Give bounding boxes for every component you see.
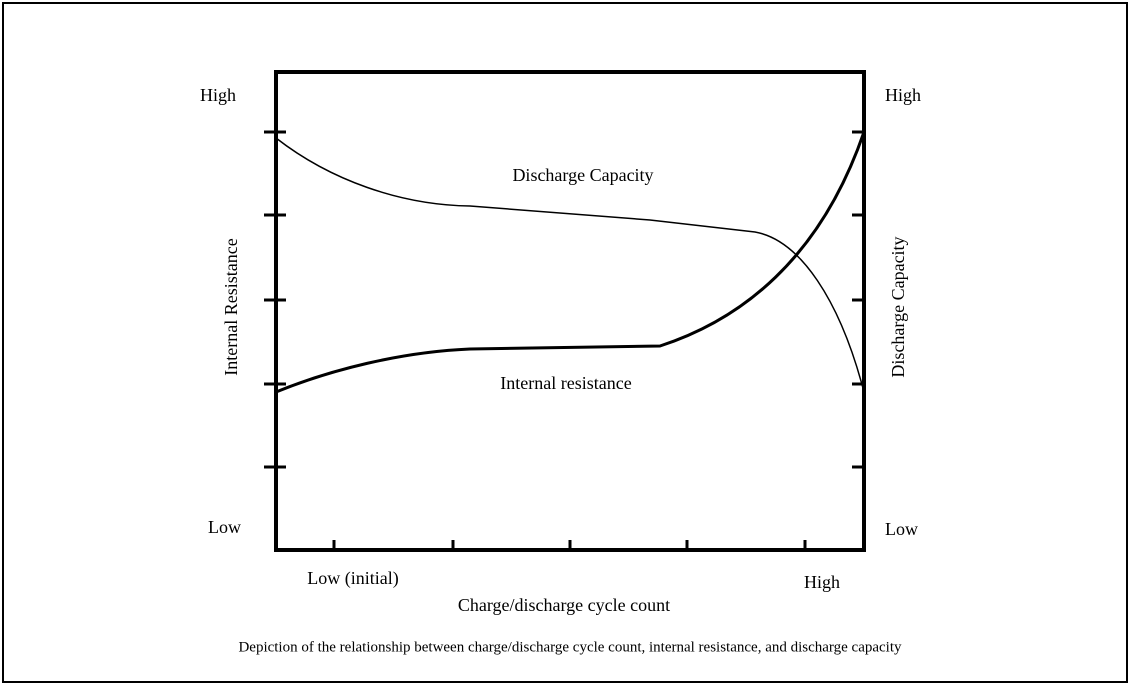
discharge-label: Discharge Capacity — [512, 165, 653, 185]
resistance-label: Internal resistance — [500, 373, 631, 393]
left-axis-label: Internal Resistance — [221, 238, 241, 375]
left-low: Low — [208, 517, 241, 537]
resistance-curve — [275, 131, 866, 394]
right-axis-label: Discharge Capacity — [888, 236, 908, 377]
ticks — [264, 130, 864, 550]
right-low: Low — [885, 519, 918, 539]
caption: Depiction of the relationship between ch… — [238, 639, 902, 655]
right-high: High — [885, 85, 921, 105]
x-high: High — [804, 572, 840, 592]
x-axis-label: Charge/discharge cycle count — [458, 595, 670, 615]
plot-box — [274, 70, 866, 552]
discharge-curve — [275, 137, 865, 393]
left-high: High — [200, 85, 236, 105]
x-low: Low (initial) — [307, 568, 398, 589]
